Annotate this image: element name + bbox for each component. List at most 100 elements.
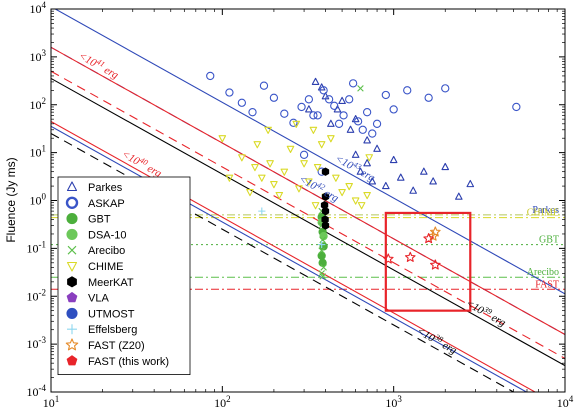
data-point (455, 192, 463, 200)
data-point (264, 126, 272, 134)
data-point (324, 95, 334, 104)
data-point (297, 102, 306, 112)
data-point (365, 154, 374, 162)
legend-marker (66, 228, 78, 240)
data-point (356, 167, 365, 175)
energy-line (51, 46, 565, 336)
legend-label: GBT (88, 214, 111, 226)
data-point (403, 86, 412, 95)
energy-line (51, 121, 537, 392)
y-tick-label: 10-4 (27, 383, 47, 399)
data-point (351, 150, 360, 158)
legend-label: DSA-10 (88, 229, 127, 241)
highlight-box-layer (384, 211, 472, 312)
data-point (289, 118, 298, 127)
energy-line (51, 70, 565, 359)
data-point (348, 79, 358, 88)
data-point (424, 93, 433, 102)
data-point (381, 90, 390, 100)
data-point (309, 111, 318, 120)
data-point (321, 206, 330, 216)
legend-label: VLA (88, 293, 109, 305)
data-point (309, 126, 318, 134)
data-point (246, 189, 254, 197)
data-point (351, 197, 360, 205)
data-points (206, 71, 521, 280)
data-point (338, 189, 346, 197)
legend-marker (66, 292, 78, 303)
legend-label: Effelsberg (88, 324, 137, 336)
data-point (270, 181, 278, 189)
data-point (373, 144, 381, 152)
legend-box (57, 176, 191, 376)
data-point (248, 108, 257, 117)
data-point (317, 141, 326, 149)
data-point (269, 93, 279, 102)
y-tick-label: 10-3 (27, 335, 47, 351)
data-point (253, 141, 262, 149)
data-point (321, 167, 330, 176)
data-point (321, 221, 330, 230)
data-point (258, 174, 266, 182)
legend-marker (67, 245, 77, 255)
legend: Parkes ASKAP GBT DSA-10 Arecibo CHIME MeerKAT V… (57, 176, 191, 376)
energy-line (51, 77, 565, 367)
data-point (313, 111, 322, 120)
data-point (368, 177, 377, 185)
data-point (357, 85, 364, 92)
legend-marker (66, 261, 78, 272)
data-point (362, 108, 372, 117)
data-point (357, 202, 366, 210)
data-point (295, 185, 303, 193)
threshold-label: Arecibo (527, 267, 559, 278)
data-point (305, 105, 313, 113)
y-tick-label: 10-1 (27, 239, 47, 255)
legend-marker (66, 307, 78, 319)
data-point (466, 179, 475, 188)
data-point (389, 155, 398, 164)
data-point (280, 168, 289, 176)
data-point (258, 207, 266, 215)
legend-marker (65, 338, 79, 351)
data-point (363, 136, 371, 144)
data-point (351, 115, 360, 123)
data-point (237, 98, 247, 107)
data-point (368, 129, 377, 138)
data-point (382, 253, 394, 264)
x-tick-label: 104 (557, 394, 574, 410)
legend-label: ASKAP (88, 198, 125, 210)
data-point (334, 119, 344, 128)
data-point (409, 186, 417, 194)
data-point (358, 125, 367, 134)
data-point (206, 71, 215, 81)
data-point (292, 120, 301, 128)
data-point (441, 84, 450, 93)
data-point (266, 160, 274, 168)
data-point (363, 191, 371, 200)
threshold-label: Parkes (532, 205, 559, 216)
data-point (321, 192, 330, 201)
legend-label: UTMOST (88, 308, 135, 320)
axis-ticks: 101 102 103 104 10-4 10-3 10-2 10-1 100 101 102 103… (27, 0, 574, 410)
data-point (311, 77, 320, 85)
data-point (318, 240, 326, 249)
data-point (305, 178, 313, 186)
data-point (238, 154, 246, 162)
data-point (512, 102, 521, 112)
data-point (353, 117, 363, 126)
data-point (346, 125, 355, 133)
data-point (330, 101, 339, 110)
data-point (363, 159, 371, 167)
data-point (299, 150, 309, 159)
energy-line (54, 9, 565, 295)
threshold-label: CHIME (527, 208, 559, 219)
y-tick-label: 104 (30, 0, 47, 16)
data-point (420, 167, 428, 175)
x-tick-label: 102 (214, 394, 231, 410)
legend-label: CHIME (88, 261, 123, 273)
data-point (311, 202, 320, 210)
data-point (225, 174, 234, 182)
energy-line (51, 125, 528, 392)
data-point (430, 226, 441, 237)
data-point (345, 183, 353, 191)
